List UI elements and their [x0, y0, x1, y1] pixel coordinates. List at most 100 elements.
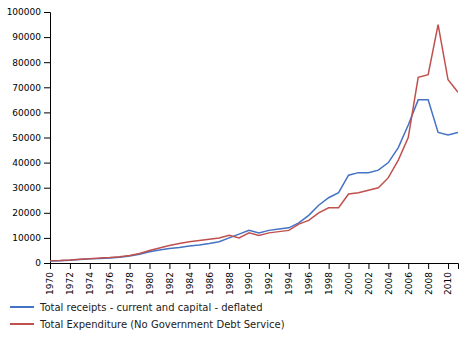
y-tick-label: 40000 [12, 158, 41, 168]
y-tick-label: 100000 [7, 7, 42, 17]
x-tick-mark [289, 263, 290, 269]
x-tick: 2004 [384, 263, 394, 295]
x-tick: 1982 [165, 263, 175, 295]
y-tick-label: 30000 [12, 183, 41, 193]
y-tick: 80000 [12, 58, 50, 68]
x-tick-label: 1986 [205, 272, 215, 295]
chart: 1970197219741976197819801982198419861988… [0, 0, 474, 339]
x-tick-mark [169, 263, 170, 269]
y-tick-label: 90000 [12, 32, 41, 42]
y-tick-mark [44, 238, 50, 239]
y-tick-label: 10000 [12, 233, 41, 243]
x-tick-mark [189, 263, 190, 269]
x-axis-line [51, 264, 459, 270]
x-tick-mark [229, 263, 230, 269]
x-tick: 1988 [225, 263, 235, 295]
y-tick-mark [44, 87, 50, 88]
x-tick-label: 2008 [424, 272, 434, 295]
plot: 1970197219741976197819801982198419861988… [7, 7, 459, 295]
x-tick-label: 1984 [185, 272, 195, 295]
x-tick-mark [130, 263, 131, 269]
x-tick-label: 1990 [244, 272, 254, 295]
x-tick-mark [448, 263, 449, 269]
y-tick-label: 50000 [12, 133, 41, 143]
x-tick-label: 1974 [85, 272, 95, 295]
y-tick: 90000 [12, 32, 50, 42]
y-tick: 10000 [12, 233, 50, 243]
x-tick-mark [408, 263, 409, 269]
y-tick-mark [44, 37, 50, 38]
x-tick-label: 1978 [125, 272, 135, 295]
y-tick-mark [44, 263, 50, 264]
x-tick-mark [70, 263, 71, 269]
x-tick-label: 1970 [45, 272, 55, 295]
x-tick-mark [428, 263, 429, 269]
y-tick: 20000 [12, 208, 50, 218]
x-tick-label: 2000 [344, 272, 354, 295]
y-tick: 0 [35, 258, 50, 268]
y-tick-mark [44, 62, 50, 63]
x-tick: 1984 [185, 263, 195, 295]
legend-swatch [10, 306, 34, 308]
x-tick-mark [209, 263, 210, 269]
y-tick-label: 60000 [12, 108, 41, 118]
x-tick-label: 1988 [225, 272, 235, 295]
y-tick-mark [44, 163, 50, 164]
y-tick: 40000 [12, 158, 50, 168]
y-tick-label: 20000 [12, 208, 41, 218]
y-axis: 0 10000 20000 30000 40000 50000 60000 70000 8000… [7, 7, 51, 268]
x-tick: 1970 [45, 263, 55, 295]
x-tick: 1978 [125, 263, 135, 295]
x-tick-label: 1976 [105, 272, 115, 295]
x-tick: 2002 [364, 263, 374, 295]
x-tick: 2006 [404, 263, 414, 295]
y-tick-mark [44, 12, 50, 13]
y-tick: 100000 [7, 7, 50, 17]
x-tick-mark [90, 263, 91, 269]
x-tick: 2000 [344, 263, 354, 295]
x-tick-label: 2004 [384, 272, 394, 295]
x-tick: 1976 [105, 263, 115, 295]
x-tick-mark [388, 263, 389, 269]
y-axis-line [44, 13, 51, 264]
x-tick-label: 2010 [443, 272, 453, 295]
x-tick: 1992 [264, 263, 274, 295]
x-tick-mark [249, 263, 250, 269]
y-tick: 60000 [12, 108, 50, 118]
x-tick-mark [349, 263, 350, 269]
legend: Total receipts - current and capital - d… [10, 302, 285, 330]
x-tick: 1986 [205, 263, 215, 295]
x-tick: 1996 [304, 263, 314, 295]
x-tick: 2008 [424, 263, 434, 295]
legend-item: Total receipts - current and capital - d… [10, 302, 263, 313]
y-tick-mark [44, 213, 50, 214]
legend-swatch [10, 323, 34, 325]
x-tick-label: 1992 [264, 272, 274, 295]
y-tick-mark [44, 188, 50, 189]
x-axis: 1970197219741976197819801982198419861988… [45, 263, 458, 295]
y-tick-label: 0 [35, 258, 41, 268]
y-tick: 70000 [12, 83, 50, 93]
legend-label: Total Expenditure (No Government Debt Se… [39, 319, 285, 330]
x-tick: 1980 [145, 263, 155, 295]
y-tick: 50000 [12, 133, 50, 143]
x-tick-mark [329, 263, 330, 269]
y-tick-label: 80000 [12, 58, 41, 68]
y-tick: 30000 [12, 183, 50, 193]
x-tick-label: 1982 [165, 272, 175, 295]
x-tick-mark [110, 263, 111, 269]
x-tick-mark [150, 263, 151, 269]
y-tick-label: 70000 [12, 83, 41, 93]
x-tick-mark [269, 263, 270, 269]
series-line [50, 100, 458, 261]
x-tick-label: 1994 [284, 272, 294, 295]
x-tick-mark [368, 263, 369, 269]
x-tick-label: 1980 [145, 272, 155, 295]
x-tick-label: 1998 [324, 272, 334, 295]
x-tick-label: 1996 [304, 272, 314, 295]
lines [50, 25, 458, 261]
x-tick: 1990 [244, 263, 254, 295]
x-tick: 1994 [284, 263, 294, 295]
series-line [50, 25, 458, 261]
x-tick: 2010 [443, 263, 453, 295]
